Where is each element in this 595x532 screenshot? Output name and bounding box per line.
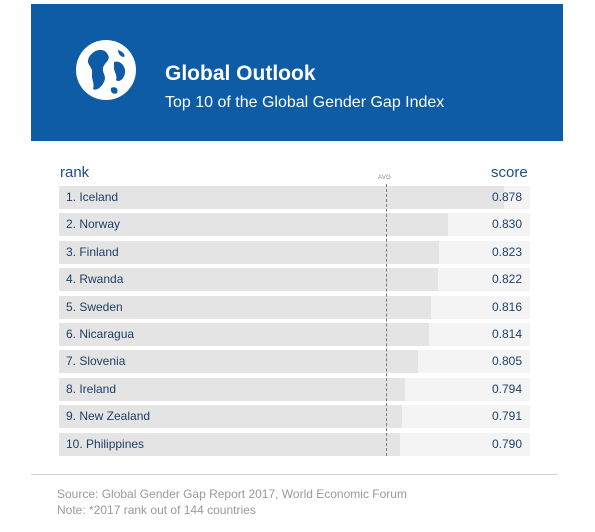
country-label: 5. Sweden <box>66 299 123 314</box>
table-row: 10. Philippines 0.790 <box>59 432 530 456</box>
country-label: 4. Rwanda <box>66 272 124 287</box>
globe-icon <box>76 40 136 100</box>
score-bar <box>59 377 406 401</box>
score-value: 0.814 <box>491 327 522 341</box>
score-bar <box>59 186 505 209</box>
country-label: 2. Norway <box>66 217 121 232</box>
score-value: 0.823 <box>491 244 522 259</box>
score-value: 0.805 <box>491 354 522 369</box>
page-subtitle: Top 10 of the Global Gender Gap Index <box>165 94 445 111</box>
score-bar <box>59 268 439 292</box>
country-label: 7. Slovenia <box>66 354 126 369</box>
rank-column-header: rank <box>60 164 90 181</box>
table-row: 7. Slovenia 0.805 <box>59 350 530 374</box>
page-title: Global Outlook <box>165 62 316 85</box>
score-bar <box>59 350 419 374</box>
score-bar <box>59 405 402 429</box>
score-value: 0.822 <box>491 272 522 287</box>
score-bar <box>59 213 448 237</box>
avg-label: AVG <box>378 175 392 181</box>
table-row: 9. New Zealand 0.791 <box>59 405 530 429</box>
footer-divider <box>31 474 558 475</box>
table-row: 1. Iceland 0.878 <box>59 186 530 209</box>
score-bar <box>59 240 440 264</box>
score-column-header: score <box>491 164 528 181</box>
table-row: 8. Ireland 0.794 <box>59 377 530 401</box>
country-label: 10. Philippines <box>66 436 145 451</box>
score-value: 0.830 <box>491 217 522 232</box>
source-note: Source: Global Gender Gap Report 2017, W… <box>57 487 407 501</box>
table-row: 5. Sweden 0.816 <box>59 295 530 319</box>
table-row: 6. Nicaragua 0.814 <box>59 323 530 346</box>
score-bar <box>59 323 429 346</box>
score-bar <box>59 295 432 319</box>
score-bar <box>59 432 401 456</box>
country-label: 6. Nicaragua <box>66 327 135 341</box>
table-row: 2. Norway 0.830 <box>59 213 530 237</box>
avg-reference-line <box>386 184 387 456</box>
country-label: 3. Finland <box>66 244 119 259</box>
score-value: 0.791 <box>491 409 522 424</box>
table-row: 3. Finland 0.823 <box>59 240 530 264</box>
header-banner: Global Outlook Top 10 of the Global Gend… <box>31 4 563 141</box>
score-value: 0.878 <box>491 190 522 204</box>
country-label: 9. New Zealand <box>66 409 151 424</box>
country-label: 1. Iceland <box>66 190 119 204</box>
score-value: 0.790 <box>491 436 522 451</box>
country-label: 8. Ireland <box>66 381 117 396</box>
rank-note: Note: *2017 rank out of 144 countries <box>57 503 256 517</box>
table-row: 4. Rwanda 0.822 <box>59 268 530 292</box>
score-value: 0.816 <box>491 299 522 314</box>
score-value: 0.794 <box>491 381 522 396</box>
